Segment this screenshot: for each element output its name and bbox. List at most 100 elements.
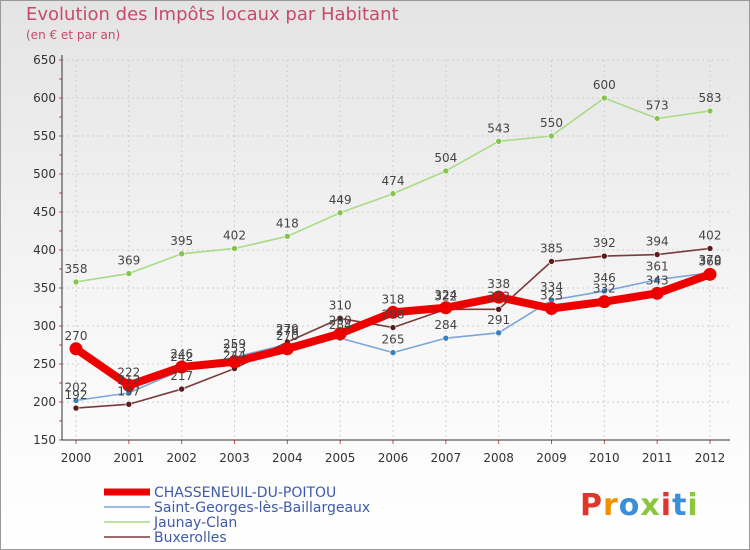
data-point [72, 404, 80, 412]
data-label: 310 [329, 298, 352, 312]
data-point [545, 302, 558, 316]
chart-title: Evolution des Impôts locaux par Habitant [26, 4, 399, 25]
series-group [69, 94, 717, 412]
x-tick-label: 2012 [695, 451, 726, 465]
data-point [442, 334, 450, 342]
data-label: 324 [434, 288, 457, 302]
data-label: 322 [434, 289, 457, 303]
y-tick-label: 350 [33, 281, 56, 295]
data-label: 323 [540, 289, 563, 303]
x-tick-label: 2009 [536, 451, 567, 465]
data-point [653, 251, 661, 258]
data-point [601, 287, 608, 295]
data-point [125, 270, 133, 277]
data-label: 291 [487, 313, 510, 327]
grid [62, 59, 730, 441]
y-tick-label: 200 [33, 395, 56, 409]
data-label: 192 [65, 388, 88, 402]
x-tick-label: 2000 [61, 451, 92, 465]
data-point [601, 94, 608, 102]
data-label: 583 [699, 91, 722, 105]
data-point [389, 190, 397, 198]
data-point [653, 276, 661, 283]
data-point [442, 167, 450, 175]
data-label: 449 [329, 193, 352, 207]
data-point [386, 305, 400, 319]
data-point [228, 355, 241, 369]
legend-label: Buxerolles [154, 530, 227, 546]
legend-label: Jaunay-Clan [153, 515, 237, 531]
data-label: 332 [593, 282, 616, 296]
data-point [548, 132, 555, 140]
data-point [69, 342, 83, 356]
data-label: 270 [276, 329, 299, 343]
data-label: 504 [434, 151, 457, 165]
data-label: 212 [117, 373, 140, 387]
y-tick-label: 300 [33, 319, 56, 333]
y-tick-label: 500 [33, 167, 56, 181]
data-label: 253 [223, 342, 246, 356]
data-label: 543 [487, 121, 510, 135]
x-tick-label: 2002 [166, 451, 197, 465]
logo-letter: i [660, 488, 673, 523]
data-label: 358 [65, 262, 88, 276]
proxiti-logo: Proxiti [580, 488, 699, 523]
x-tick-label: 2004 [272, 451, 303, 465]
y-tick-label: 550 [33, 129, 56, 143]
data-label: 392 [593, 236, 616, 250]
data-point [495, 138, 502, 145]
data-label: 402 [223, 228, 246, 242]
data-label: 402 [699, 228, 722, 242]
data-label: 322 [487, 289, 510, 303]
data-label: 334 [540, 280, 563, 294]
data-label: 279 [276, 322, 299, 336]
data-label: 343 [646, 273, 669, 287]
data-point [495, 329, 502, 337]
data-label: 244 [223, 349, 246, 363]
data-point [280, 342, 294, 356]
data-point [284, 233, 291, 240]
chart-subtitle: (en € et par an) [26, 28, 121, 42]
data-point [72, 397, 80, 404]
data-label: 217 [170, 369, 193, 383]
data-label: 368 [699, 254, 722, 268]
data-point [125, 400, 133, 408]
logo-letter: t [672, 488, 688, 523]
data-label: 338 [487, 277, 510, 291]
data-point [333, 327, 347, 341]
data-label: 222 [117, 365, 140, 379]
data-point [178, 250, 185, 258]
data-label: 246 [170, 347, 193, 361]
x-tick-label: 2011 [642, 451, 673, 465]
data-point [492, 290, 506, 304]
data-label: 284 [329, 318, 352, 332]
data-point [178, 385, 185, 393]
legend-label: Saint-Georges-lès-Baillargeaux [154, 500, 370, 516]
data-label: 394 [646, 235, 669, 249]
logo-letter: x [640, 488, 661, 523]
x-tick-label: 2007 [431, 451, 462, 465]
data-label: 202 [65, 380, 88, 394]
data-label: 361 [646, 260, 669, 274]
data-point [231, 245, 238, 252]
logo-letter: P [580, 488, 603, 523]
data-label: 242 [170, 350, 193, 364]
data-label: 276 [276, 324, 299, 338]
data-point [495, 305, 502, 313]
y-tick-label: 650 [33, 53, 56, 67]
data-point [597, 295, 611, 309]
logo-letter: i [687, 488, 699, 523]
data-label: 259 [223, 337, 246, 351]
y-tick-label: 600 [33, 91, 56, 105]
data-label: 298 [382, 308, 405, 322]
data-point [650, 286, 664, 300]
data-point [336, 315, 344, 322]
data-label: 284 [434, 318, 457, 332]
data-label: 395 [170, 234, 193, 248]
data-point [389, 324, 397, 331]
x-tick-label: 2006 [378, 451, 409, 465]
data-label: 270 [65, 329, 88, 343]
data-point [706, 107, 714, 115]
